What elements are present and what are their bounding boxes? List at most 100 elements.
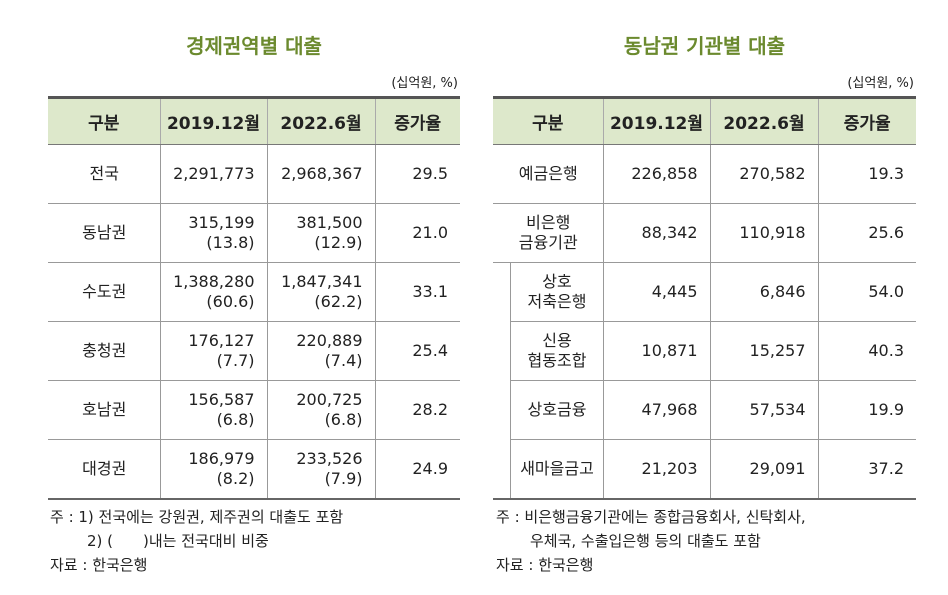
amount: 381,500 (296, 213, 363, 232)
share: (13.8) (206, 233, 255, 252)
value-2019: 226,858 (602, 144, 710, 204)
share: (6.8) (324, 410, 363, 429)
growth-rate: 24.9 (374, 439, 460, 500)
amount: 233,526 (296, 449, 363, 468)
value-2022: 15,257 (709, 321, 818, 381)
label-line-2: 저축은행 (527, 292, 587, 311)
value-2019: 176,127 (7.7) (159, 321, 267, 381)
share: (62.2) (314, 292, 363, 311)
institution-loan-table: 구분 2019.12월 2022.6월 증가율 예금은행 226,858 270… (493, 96, 916, 500)
region-label: 수도권 (48, 262, 160, 322)
table-row: 수도권 1,388,280 (60.6) 1,847,341 (62.2) 33.1 (48, 262, 460, 322)
value-2022: 381,500 (12.9) (266, 203, 375, 263)
header-category: 구분 (493, 96, 603, 145)
note-2: 2) ( )내는 전국대비 비중 (87, 532, 269, 550)
amount: 315,199 (188, 213, 255, 232)
note-2: 우체국, 수출입은행 등의 대출도 포함 (530, 532, 761, 550)
label-line-1: 새마을금고 (520, 459, 594, 478)
value-2019: 156,587 (6.8) (159, 380, 267, 440)
header-2022: 2022.6월 (266, 96, 375, 145)
amount: 186,979 (188, 449, 255, 468)
value-2022: 1,847,341 (62.2) (266, 262, 375, 322)
table-row: 예금은행 226,858 270,582 19.3 (493, 144, 916, 204)
amount: 176,127 (188, 331, 255, 350)
region-label: 충청권 (48, 321, 160, 381)
institution-label: 비은행 금융기관 (493, 203, 603, 263)
right-notes: 주 : 비은행금융기관에는 종합금융회사, 신탁회사, 우체국, 수출입은행 등… (496, 505, 806, 577)
note-1: 주 : 1) 전국에는 강원권, 제주권의 대출도 포함 (50, 508, 344, 526)
header-2019: 2019.12월 (602, 96, 710, 145)
value-2019: 315,199 (13.8) (159, 203, 267, 263)
region-label: 전국 (48, 144, 160, 204)
share: (12.9) (314, 233, 363, 252)
value-2019: 186,979 (8.2) (159, 439, 267, 500)
share: (8.2) (216, 469, 255, 488)
label-line-1: 예금은행 (518, 164, 578, 183)
header-rate: 증가율 (374, 96, 460, 145)
amount: 1,847,341 (281, 272, 363, 291)
growth-rate: 37.2 (817, 439, 916, 500)
growth-rate: 21.0 (374, 203, 460, 263)
share: (7.9) (324, 469, 363, 488)
label-line-1: 상호 (542, 272, 572, 291)
amount: 1,388,280 (173, 272, 255, 291)
table-row: 상호금융 47,968 57,534 19.9 (493, 380, 916, 440)
share: (6.8) (216, 410, 255, 429)
note-source: 자료 : 한국은행 (496, 556, 594, 574)
left-title: 경제권역별 대출 (186, 34, 322, 58)
value-2022: 220,889 (7.4) (266, 321, 375, 381)
table-row: 전국 2,291,773 2,968,367 29.5 (48, 144, 460, 204)
value-2022: 6,846 (709, 262, 818, 322)
amount: 156,587 (188, 390, 255, 409)
growth-rate: 25.4 (374, 321, 460, 381)
value-2022: 200,725 (6.8) (266, 380, 375, 440)
growth-rate: 19.9 (817, 380, 916, 440)
header-2022: 2022.6월 (709, 96, 818, 145)
label-line-1: 신용 (542, 331, 572, 350)
label-line-1: 상호금융 (527, 400, 587, 419)
value-2022: 233,526 (7.9) (266, 439, 375, 500)
growth-rate: 19.3 (817, 144, 916, 204)
value-2019: 88,342 (602, 203, 710, 263)
table-row: 비은행 금융기관 88,342 110,918 25.6 (493, 203, 916, 263)
institution-label: 상호 저축은행 (509, 262, 603, 322)
regional-loan-table: 구분 2019.12월 2022.6월 증가율 전국 2,291,773 2,9… (48, 96, 460, 500)
table-row: 새마을금고 21,203 29,091 37.2 (493, 439, 916, 500)
table-row: 대경권 186,979 (8.2) 233,526 (7.9) 24.9 (48, 439, 460, 500)
value-2019: 47,968 (602, 380, 710, 440)
value-2019: 21,203 (602, 439, 710, 500)
value-2019: 1,388,280 (60.6) (159, 262, 267, 322)
growth-rate: 28.2 (374, 380, 460, 440)
institution-label: 신용 협동조합 (509, 321, 603, 381)
header-category: 구분 (48, 96, 160, 145)
share: (7.7) (216, 351, 255, 370)
growth-rate: 54.0 (817, 262, 916, 322)
label-line-1: 비은행 (526, 213, 571, 232)
growth-rate: 40.3 (817, 321, 916, 381)
institution-label: 새마을금고 (509, 439, 603, 500)
share: (7.4) (324, 351, 363, 370)
region-label: 호남권 (48, 380, 160, 440)
value-2019: 10,871 (602, 321, 710, 381)
header-rate: 증가율 (817, 96, 916, 145)
table-row: 충청권 176,127 (7.7) 220,889 (7.4) 25.4 (48, 321, 460, 381)
region-label: 대경권 (48, 439, 160, 500)
value-2019: 4,445 (602, 262, 710, 322)
table-row: 상호 저축은행 4,445 6,846 54.0 (493, 262, 916, 322)
note-source: 자료 : 한국은행 (50, 556, 148, 574)
institution-label: 예금은행 (493, 144, 603, 204)
region-label: 동남권 (48, 203, 160, 263)
growth-rate: 29.5 (374, 144, 460, 204)
value-2022: 57,534 (709, 380, 818, 440)
amount: 200,725 (296, 390, 363, 409)
value-2022: 110,918 (709, 203, 818, 263)
right-unit: (십억원, %) (847, 76, 914, 91)
label-line-2: 협동조합 (527, 351, 587, 370)
table-row: 신용 협동조합 10,871 15,257 40.3 (493, 321, 916, 381)
left-unit: (십억원, %) (391, 76, 458, 91)
value-2022: 2,968,367 (266, 144, 375, 204)
growth-rate: 33.1 (374, 262, 460, 322)
value-2022: 270,582 (709, 144, 818, 204)
table-row: 호남권 156,587 (6.8) 200,725 (6.8) 28.2 (48, 380, 460, 440)
right-title: 동남권 기관별 대출 (623, 34, 786, 58)
